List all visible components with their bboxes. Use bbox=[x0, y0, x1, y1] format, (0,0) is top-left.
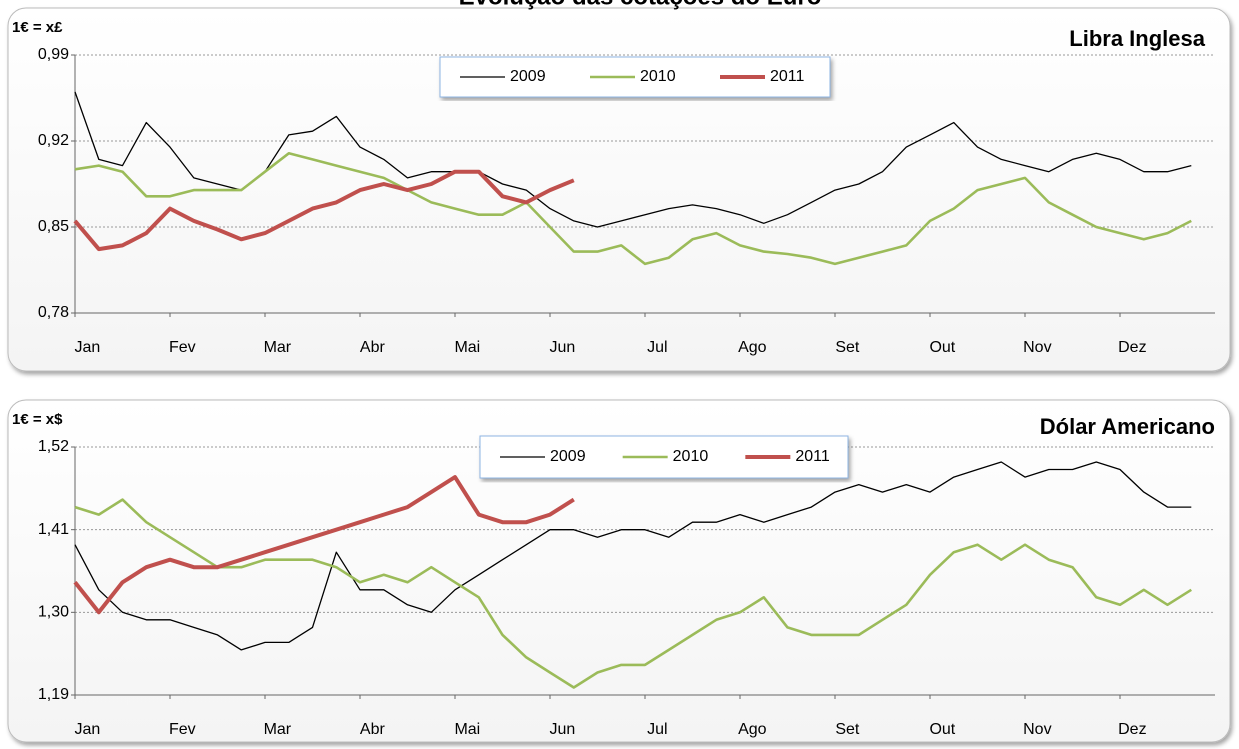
x-tick-label: Nov bbox=[1023, 721, 1051, 738]
legend-label: 2011 bbox=[770, 68, 805, 85]
x-tick-label: Ago bbox=[738, 339, 767, 356]
y-tick-label: 0,78 bbox=[38, 304, 69, 321]
legend-label: 2010 bbox=[640, 68, 676, 85]
x-tick-label: Fev bbox=[169, 721, 196, 738]
x-tick-label: Set bbox=[835, 339, 860, 356]
line-series bbox=[73, 169, 575, 252]
x-tick-label: Jan bbox=[74, 339, 100, 356]
line-series bbox=[74, 152, 1192, 266]
y-tick-label: 1,52 bbox=[38, 438, 69, 455]
y-tick-label: 1,41 bbox=[38, 521, 69, 538]
panel bbox=[7, 399, 1231, 743]
chart-title: Dólar Americano bbox=[1040, 414, 1215, 439]
page-title: Evolução das cotações do Euro bbox=[459, 0, 822, 10]
x-tick-label: Out bbox=[929, 339, 955, 356]
y-tick-label: 0,92 bbox=[38, 132, 69, 149]
x-tick-label: Jul bbox=[647, 339, 667, 356]
line-series bbox=[73, 475, 575, 615]
y-tick-label: 1,30 bbox=[38, 604, 69, 621]
legend-label: 2009 bbox=[550, 448, 586, 465]
line-series bbox=[74, 498, 1192, 689]
x-tick-label: Out bbox=[929, 721, 955, 738]
y-tick-label: 0,85 bbox=[38, 218, 69, 235]
x-tick-label: Jun bbox=[549, 721, 575, 738]
panel bbox=[7, 7, 1231, 372]
y-axis-label: 1€ = x£ bbox=[12, 19, 63, 36]
x-tick-label: Mar bbox=[264, 721, 292, 738]
x-tick-label: Abr bbox=[360, 339, 386, 356]
y-tick-label: 1,19 bbox=[38, 686, 69, 703]
legend-label: 2010 bbox=[673, 448, 709, 465]
legend-label: 2011 bbox=[795, 448, 830, 465]
x-tick-label: Dez bbox=[1118, 721, 1146, 738]
x-tick-label: Jul bbox=[647, 721, 667, 738]
y-axis-label: 1€ = x$ bbox=[12, 411, 63, 428]
x-tick-label: Mar bbox=[264, 339, 292, 356]
x-tick-label: Abr bbox=[360, 721, 386, 738]
x-tick-label: Jun bbox=[549, 339, 575, 356]
y-tick-label: 0,99 bbox=[38, 46, 69, 63]
x-tick-label: Mai bbox=[454, 721, 480, 738]
x-tick-label: Jan bbox=[74, 721, 100, 738]
chart-title: Libra Inglesa bbox=[1069, 26, 1205, 51]
line-series bbox=[74, 461, 1192, 651]
x-tick-label: Fev bbox=[169, 339, 196, 356]
x-tick-label: Mai bbox=[454, 339, 480, 356]
x-tick-label: Set bbox=[835, 721, 860, 738]
x-tick-label: Ago bbox=[738, 721, 767, 738]
legend-label: 2009 bbox=[510, 68, 546, 85]
x-tick-label: Nov bbox=[1023, 339, 1051, 356]
x-tick-label: Dez bbox=[1118, 339, 1146, 356]
